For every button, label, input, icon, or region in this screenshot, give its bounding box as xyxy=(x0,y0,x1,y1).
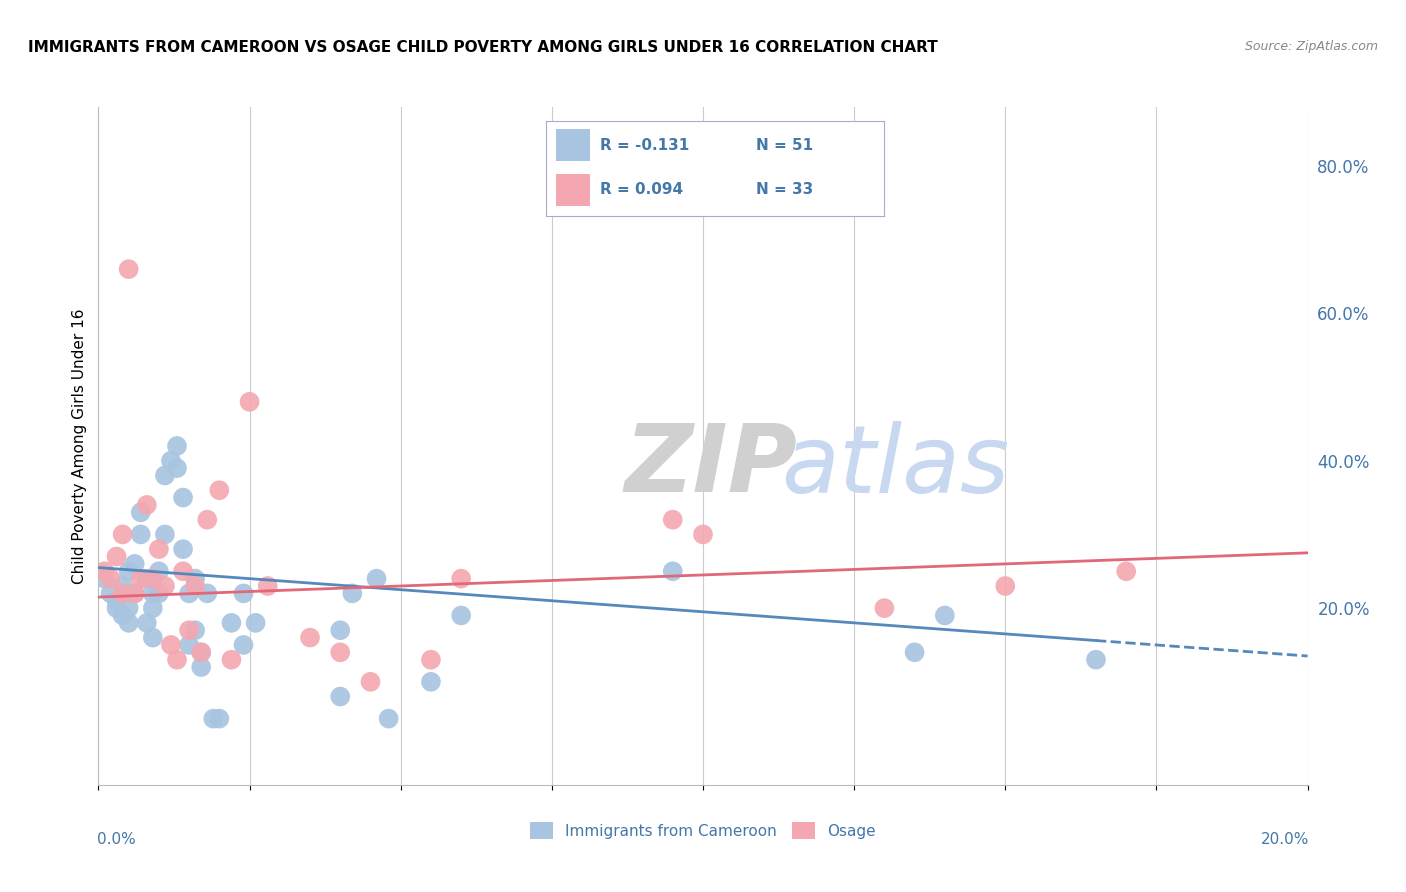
Point xyxy=(420,653,443,667)
Point xyxy=(450,572,472,586)
Point xyxy=(118,564,141,578)
Point xyxy=(190,645,212,659)
Point xyxy=(93,572,115,586)
Point xyxy=(208,712,231,726)
Point xyxy=(329,645,352,659)
Point xyxy=(100,572,122,586)
Point xyxy=(172,491,194,505)
Point xyxy=(111,527,134,541)
Point xyxy=(148,564,170,578)
Point xyxy=(329,624,352,638)
Point xyxy=(93,564,115,578)
Point xyxy=(904,645,927,659)
Text: 0.0%: 0.0% xyxy=(97,832,136,847)
Point xyxy=(195,513,218,527)
Point xyxy=(105,593,128,607)
Point xyxy=(450,608,472,623)
Point xyxy=(129,572,152,586)
Text: Source: ZipAtlas.com: Source: ZipAtlas.com xyxy=(1244,40,1378,54)
Point xyxy=(135,615,157,630)
Point xyxy=(873,601,896,615)
Point xyxy=(172,564,194,578)
Point xyxy=(692,527,714,541)
Point xyxy=(148,542,170,557)
Point xyxy=(239,394,262,409)
Point xyxy=(111,579,134,593)
Point xyxy=(160,454,183,468)
Point xyxy=(329,690,352,704)
Point xyxy=(135,498,157,512)
Point xyxy=(360,674,382,689)
Point xyxy=(190,645,212,659)
Point xyxy=(661,564,683,578)
Point xyxy=(256,579,278,593)
Point xyxy=(124,586,146,600)
Point xyxy=(232,586,254,600)
Point xyxy=(111,608,134,623)
Text: 20.0%: 20.0% xyxy=(1260,832,1309,847)
Point xyxy=(934,608,956,623)
Point xyxy=(221,653,243,667)
Point xyxy=(118,262,141,277)
Point xyxy=(129,505,152,519)
Point xyxy=(100,586,122,600)
Text: ZIP: ZIP xyxy=(624,420,797,512)
Point xyxy=(153,579,176,593)
Legend: Immigrants from Cameroon, Osage: Immigrants from Cameroon, Osage xyxy=(524,816,882,845)
Text: IMMIGRANTS FROM CAMEROON VS OSAGE CHILD POVERTY AMONG GIRLS UNDER 16 CORRELATION: IMMIGRANTS FROM CAMEROON VS OSAGE CHILD … xyxy=(28,40,938,55)
Point xyxy=(179,586,201,600)
Point xyxy=(142,572,165,586)
Point xyxy=(184,624,207,638)
Point xyxy=(153,468,176,483)
Point xyxy=(994,579,1017,593)
Point xyxy=(105,601,128,615)
Point xyxy=(118,615,141,630)
Point xyxy=(111,586,134,600)
Point xyxy=(245,615,267,630)
Point xyxy=(142,631,165,645)
Point xyxy=(166,439,188,453)
Point xyxy=(221,615,243,630)
Point xyxy=(342,586,364,600)
Point xyxy=(135,572,157,586)
Point xyxy=(208,483,231,498)
Point xyxy=(118,601,141,615)
Point xyxy=(124,586,146,600)
Point xyxy=(184,579,207,593)
Point xyxy=(148,586,170,600)
Point xyxy=(377,712,399,726)
Point xyxy=(195,586,218,600)
Point xyxy=(366,572,388,586)
Point xyxy=(232,638,254,652)
Point xyxy=(153,527,176,541)
Point xyxy=(129,527,152,541)
Y-axis label: Child Poverty Among Girls Under 16: Child Poverty Among Girls Under 16 xyxy=(72,309,87,583)
Point xyxy=(420,674,443,689)
Point xyxy=(160,638,183,652)
Point xyxy=(166,653,188,667)
Point xyxy=(202,712,225,726)
Text: atlas: atlas xyxy=(782,421,1010,512)
Point xyxy=(184,572,207,586)
Point xyxy=(124,557,146,571)
Point xyxy=(179,624,201,638)
Point xyxy=(105,549,128,564)
Point xyxy=(1115,564,1137,578)
Point xyxy=(179,638,201,652)
Point xyxy=(1085,653,1108,667)
Point xyxy=(190,660,212,674)
Point xyxy=(142,586,165,600)
Point xyxy=(661,513,683,527)
Point xyxy=(142,601,165,615)
Point xyxy=(166,461,188,475)
Point xyxy=(299,631,322,645)
Point xyxy=(172,542,194,557)
